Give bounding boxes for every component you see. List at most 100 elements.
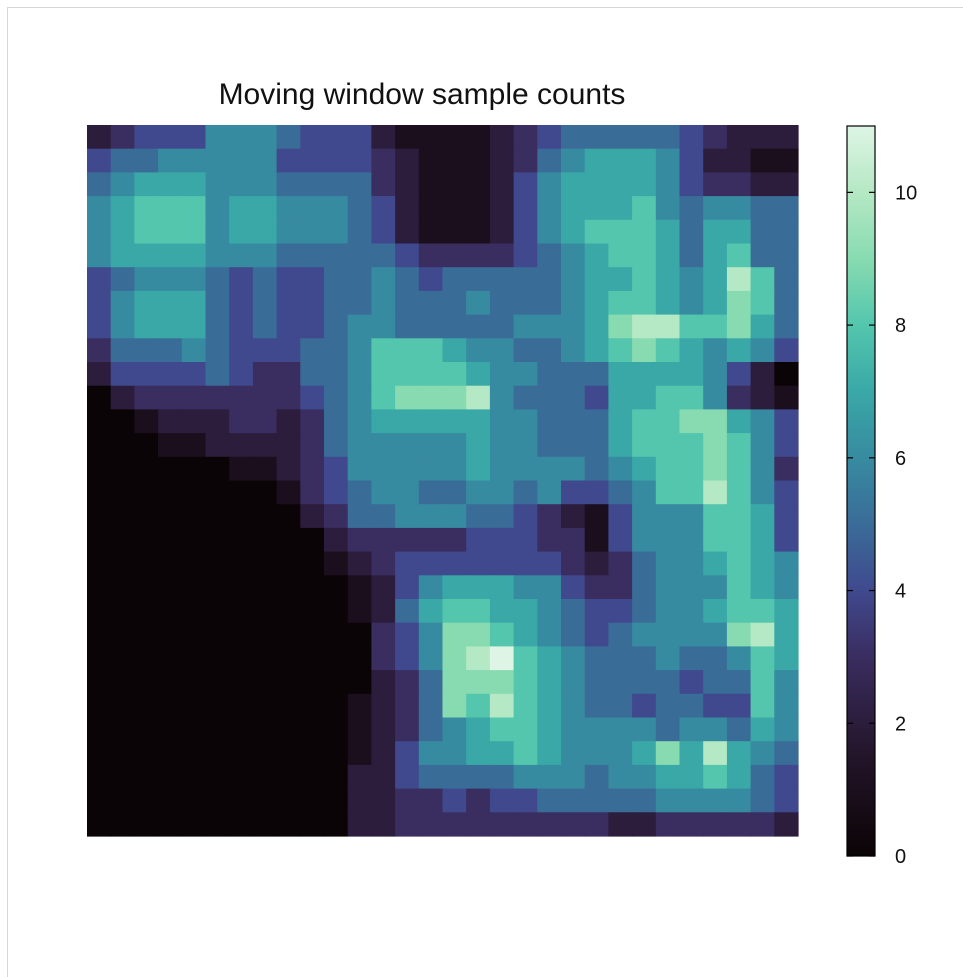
heatmap-cell [513,504,538,529]
heatmap-cell [703,670,728,695]
heatmap-cell [632,646,657,671]
heatmap-cell [418,314,444,339]
heatmap-cell [229,622,254,647]
heatmap-cell [537,717,562,742]
heatmap-cell [442,456,467,482]
heatmap-cell [324,646,349,671]
heatmap-cell [750,362,775,387]
heatmap-cell [87,693,112,719]
heatmap-cell [300,219,325,245]
heatmap-cell [371,622,396,647]
heatmap-cell [134,788,159,813]
heatmap-cell [110,385,135,410]
heatmap-cell [371,196,396,221]
heatmap-cell [181,717,207,742]
heatmap-cell [703,196,728,221]
heatmap-cell [134,314,159,339]
heatmap-cell [324,717,349,742]
heatmap-cell [608,433,633,458]
heatmap-cell [608,575,633,600]
heatmap-cell [205,551,230,576]
heatmap-cell [205,788,230,813]
heatmap-cell [584,527,609,553]
colorbar-tick-label: 8 [895,315,906,337]
heatmap-cell [181,456,207,482]
heatmap-cell [347,812,372,837]
heatmap-cell [584,741,609,766]
heatmap-cell [371,409,396,434]
heatmap-cell [655,196,681,221]
heatmap-cell [513,717,538,742]
heatmap-cell [608,527,633,553]
heatmap-cell [276,504,301,529]
heatmap-cell [655,219,681,245]
heatmap-cell [774,362,799,387]
heatmap-cell [87,267,112,292]
heatmap-cell [134,480,159,505]
heatmap-cell [632,362,657,387]
heatmap-cell [395,433,420,458]
heatmap-cell [395,480,420,505]
heatmap-cell [276,267,301,292]
heatmap-cell [418,385,444,410]
heatmap-cell [87,599,112,624]
heatmap-cell [679,125,704,150]
heatmap-cell [561,599,586,624]
heatmap-cell [442,551,467,576]
heatmap-cell [252,717,278,742]
heatmap-cell [608,480,633,505]
heatmap-cell [750,433,775,458]
heatmap-cell [774,551,799,576]
heatmap-cell [418,290,444,316]
heatmap-cell [110,243,135,268]
heatmap-cell [276,788,301,813]
heatmap-cell [276,812,301,837]
heatmap-cell [750,741,775,766]
chart-title: Moving window sample counts [219,78,626,111]
heatmap-cell [703,243,728,268]
heatmap-cell [229,314,254,339]
heatmap-cell [466,599,491,624]
heatmap-cell [561,788,586,813]
heatmap-cell [703,125,728,150]
heatmap-cell [371,599,396,624]
heatmap-cell [276,622,301,647]
heatmap-cell [466,362,491,387]
heatmap-cell [158,693,183,719]
heatmap-cell [87,575,112,600]
heatmap-cell [276,480,301,505]
heatmap-cell [347,788,372,813]
heatmap-cell [205,670,230,695]
heatmap-cell [584,693,609,719]
heatmap-cell [134,741,159,766]
heatmap-cell [371,717,396,742]
heatmap-cell [418,196,444,221]
heatmap-cell [347,148,372,173]
heatmap-cell [252,693,278,719]
heatmap-cell [229,148,254,173]
heatmap-cell [395,551,420,576]
heatmap-cell [608,670,633,695]
heatmap-cell [655,599,681,624]
heatmap-cell [134,764,159,790]
heatmap-cell [324,290,349,316]
heatmap-cell [561,314,586,339]
heatmap-cell [632,456,657,482]
heatmap-cell [726,243,752,268]
heatmap-cell [584,172,609,197]
heatmap-cell [347,575,372,600]
heatmap-cell [466,812,491,837]
heatmap-cell [442,409,467,434]
heatmap-cell [584,480,609,505]
heatmap-cell [774,717,799,742]
heatmap-cell [418,338,444,363]
heatmap-cell [442,148,467,173]
heatmap-cell [466,385,491,410]
heatmap-cell [489,219,515,245]
heatmap-cell [632,409,657,434]
heatmap-cell [703,622,728,647]
heatmap-cell [229,717,254,742]
heatmap-cell [584,219,609,245]
heatmap-cell [537,599,562,624]
heatmap-cell [87,362,112,387]
